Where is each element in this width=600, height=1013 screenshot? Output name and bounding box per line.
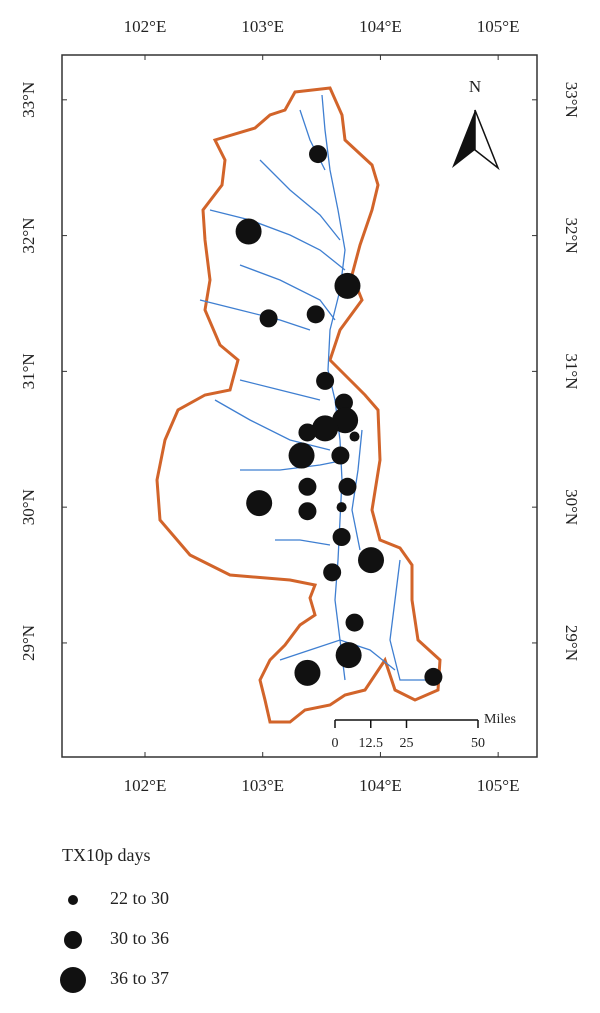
legend-title: TX10p days (62, 845, 151, 865)
x-tick-label: 105°E (477, 17, 520, 36)
scale-label: 25 (400, 736, 414, 751)
north-label: N (469, 77, 481, 96)
station (306, 305, 325, 324)
x-tick-label: 104°E (359, 776, 402, 795)
rivers (199, 94, 430, 681)
y-tick-label: 29°N (19, 625, 38, 661)
scale-bar: 0 12.5 25 50 Miles (332, 712, 516, 751)
station (323, 563, 342, 582)
station (298, 477, 317, 496)
y-tick-label: 29°N (562, 625, 581, 661)
station (332, 528, 351, 547)
station (358, 547, 385, 574)
station (316, 371, 335, 390)
station (331, 446, 350, 465)
scale-label: 50 (471, 736, 485, 751)
station (246, 490, 273, 517)
scale-label: 0 (332, 736, 339, 751)
legend-label: 30 to 36 (110, 928, 169, 948)
x-tick-label: 105°E (477, 776, 520, 795)
legend-symbol (64, 931, 82, 949)
station (424, 667, 443, 686)
station (309, 145, 328, 164)
station (259, 309, 278, 328)
station (298, 423, 317, 442)
station (336, 502, 347, 513)
station (349, 431, 360, 442)
station (288, 442, 315, 469)
x-tick-label: 102°E (124, 17, 167, 36)
x-tick-label: 103°E (241, 776, 284, 795)
station (338, 477, 357, 496)
station (334, 272, 361, 299)
legend-label: 36 to 37 (110, 968, 169, 988)
legend-symbol (60, 967, 86, 993)
scale-unit: Miles (484, 712, 516, 727)
x-tick-label: 104°E (359, 17, 402, 36)
station (334, 393, 353, 412)
y-tick-label: 33°N (19, 82, 38, 118)
y-tick-label: 31°N (562, 353, 581, 389)
scale-label: 12.5 (359, 736, 384, 751)
y-tick-label: 30°N (19, 489, 38, 525)
x-tick-label: 103°E (241, 17, 284, 36)
y-tick-label: 31°N (19, 353, 38, 389)
map-frame (61, 54, 538, 758)
legend-symbol (68, 895, 78, 905)
station (235, 218, 262, 245)
station (294, 659, 321, 686)
y-tick-label: 32°N (562, 218, 581, 254)
x-tick-label: 102°E (124, 776, 167, 795)
y-tick-label: 30°N (562, 489, 581, 525)
y-tick-label: 33°N (562, 82, 581, 118)
legend-label: 22 to 30 (110, 888, 169, 908)
station (298, 502, 317, 521)
north-arrow: N (452, 77, 500, 171)
station (332, 407, 359, 434)
station (312, 415, 339, 442)
station (335, 642, 362, 669)
station (345, 613, 364, 632)
basin-outline (155, 86, 442, 724)
y-tick-label: 32°N (19, 218, 38, 254)
